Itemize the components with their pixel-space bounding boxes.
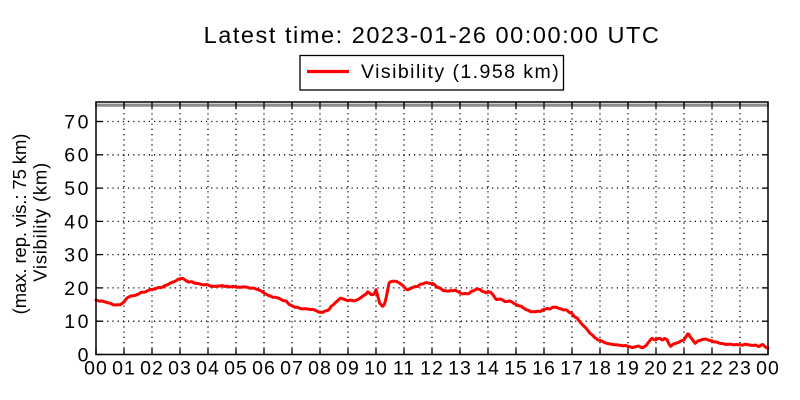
svg-text:10: 10 (64, 311, 91, 333)
svg-text:12: 12 (420, 358, 444, 380)
svg-text:01: 01 (112, 358, 136, 380)
svg-text:14: 14 (476, 358, 500, 380)
svg-text:(max. rep. vis.: 75 km): (max. rep. vis.: 75 km) (9, 134, 30, 315)
svg-text:Visibility (km): Visibility (km) (30, 162, 51, 282)
svg-text:08: 08 (308, 358, 332, 380)
svg-text:21: 21 (672, 358, 696, 380)
svg-text:13: 13 (448, 358, 472, 380)
svg-text:11: 11 (393, 358, 415, 380)
svg-text:10: 10 (364, 358, 388, 380)
svg-text:Latest time: 2023-01-26 00:00:: Latest time: 2023-01-26 00:00:00 UTC (204, 22, 661, 48)
svg-text:70: 70 (64, 111, 91, 133)
svg-text:04: 04 (196, 358, 220, 380)
svg-text:20: 20 (64, 278, 91, 300)
svg-text:00: 00 (756, 358, 780, 380)
svg-text:02: 02 (140, 358, 164, 380)
svg-text:30: 30 (64, 245, 91, 267)
svg-text:07: 07 (280, 358, 304, 380)
svg-text:16: 16 (532, 358, 556, 380)
svg-text:06: 06 (252, 358, 276, 380)
svg-text:05: 05 (224, 358, 248, 380)
svg-text:17: 17 (560, 358, 584, 380)
svg-text:15: 15 (504, 358, 528, 380)
svg-text:23: 23 (728, 358, 752, 380)
svg-text:40: 40 (64, 211, 91, 233)
svg-text:20: 20 (644, 358, 668, 380)
svg-text:19: 19 (616, 358, 640, 380)
svg-text:0: 0 (78, 344, 91, 366)
svg-text:00: 00 (84, 358, 108, 380)
svg-text:09: 09 (336, 358, 360, 380)
svg-text:03: 03 (168, 358, 192, 380)
svg-text:Visibility (1.958 km): Visibility (1.958 km) (361, 61, 560, 83)
svg-text:18: 18 (588, 358, 612, 380)
svg-text:50: 50 (64, 178, 91, 200)
svg-text:22: 22 (700, 358, 724, 380)
svg-text:60: 60 (64, 145, 91, 167)
